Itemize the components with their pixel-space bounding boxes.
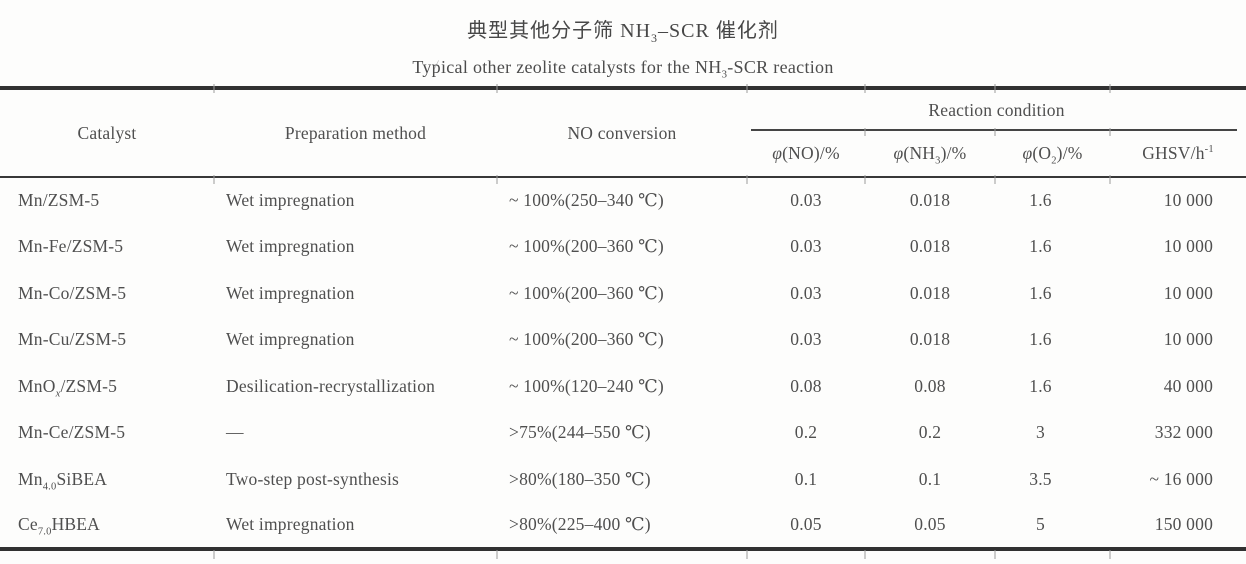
table-row: Mn-Fe/ZSM-5 Wet impregnation ~ 100%(200–… xyxy=(0,224,1246,271)
table-caption-zh: 典型其他分子筛 NH3–SCR 催化剂 xyxy=(467,20,779,45)
phi-no-cell: 0.2 xyxy=(794,422,818,443)
phi-o2-cell: 1.6 xyxy=(1029,329,1052,350)
phi-o2-cell: 1.6 xyxy=(1029,236,1052,257)
preparation-cell: Desilication-recrystallization xyxy=(226,375,436,396)
catalyst-cell: Mn-Cu/ZSM-5 xyxy=(18,329,127,350)
no-conversion-cell: >75%(244–550 ℃) xyxy=(509,422,651,443)
table-row: Mn-Ce/ZSM-5 — >75%(244–550 ℃) 0.2 0.2 3 … xyxy=(0,410,1246,457)
phi-nh3-cell: 0.1 xyxy=(918,468,942,489)
phi-nh3-cell: 0.08 xyxy=(914,375,946,396)
table-row: Mn-Cu/ZSM-5 Wet impregnation ~ 100%(200–… xyxy=(0,317,1246,364)
ghsv-cell: 10 000 xyxy=(1163,190,1214,211)
catalyst-cell: MnOx/ZSM-5 xyxy=(18,375,118,400)
table-caption-en: Typical other zeolite catalysts for the … xyxy=(412,57,834,81)
phi-o2-cell: 3 xyxy=(1036,422,1045,443)
col-header-phi-no: φ(NO)/% xyxy=(772,143,840,163)
table-row: MnOx/ZSM-5 Desilication-recrystallizatio… xyxy=(0,363,1246,410)
col-group-header-reaction-condition: Reaction condition xyxy=(747,88,1246,131)
ghsv-cell: 10 000 xyxy=(1163,282,1214,303)
phi-o2-cell: 5 xyxy=(1036,514,1045,535)
catalyst-cell: Mn4.0SiBEA xyxy=(18,468,108,493)
phi-nh3-cell: 0.018 xyxy=(909,190,951,211)
phi-no-cell: 0.03 xyxy=(790,282,822,303)
col-header-phi-o2: φ(O2)/% xyxy=(1022,143,1083,167)
catalyst-cell: Mn-Co/ZSM-5 xyxy=(18,282,127,303)
phi-o2-cell: 3.5 xyxy=(1029,468,1052,489)
table-header: Catalyst Preparation method NO conversio… xyxy=(0,88,1246,177)
phi-nh3-cell: 0.018 xyxy=(909,282,951,303)
phi-o2-cell: 1.6 xyxy=(1029,375,1052,396)
no-conversion-cell: >80%(180–350 ℃) xyxy=(509,468,651,489)
no-conversion-cell: ~ 100%(120–240 ℃) xyxy=(509,375,664,396)
catalyst-table: Catalyst Preparation method NO conversio… xyxy=(0,86,1246,551)
header-row-sub: φ(NO)/% φ(NH3)/% φ(O2)/% GHSV/h-1 xyxy=(0,131,1246,177)
ghsv-cell: 10 000 xyxy=(1163,329,1214,350)
phi-o2-cell: 1.6 xyxy=(1029,282,1052,303)
preparation-cell: Wet impregnation xyxy=(226,514,355,535)
preparation-cell: Wet impregnation xyxy=(226,190,355,211)
preparation-cell: Wet impregnation xyxy=(226,236,355,257)
table-row: Mn4.0SiBEA Two-step post-synthesis >80%(… xyxy=(0,456,1246,503)
ghsv-cell: 150 000 xyxy=(1154,514,1214,535)
phi-nh3-cell: 0.2 xyxy=(918,422,942,443)
col-header-preparation-method: Preparation method xyxy=(284,122,427,143)
phi-no-cell: 0.05 xyxy=(790,514,822,535)
preparation-cell: — xyxy=(226,422,244,443)
no-conversion-cell: ~ 100%(200–360 ℃) xyxy=(509,282,664,303)
phi-no-cell: 0.1 xyxy=(794,468,818,489)
table-row: Mn-Co/ZSM-5 Wet impregnation ~ 100%(200–… xyxy=(0,270,1246,317)
catalyst-cell: Mn-Ce/ZSM-5 xyxy=(18,422,126,443)
header-row-top: Catalyst Preparation method NO conversio… xyxy=(0,88,1246,143)
phi-nh3-cell: 0.018 xyxy=(909,236,951,257)
ghsv-cell: 332 000 xyxy=(1154,422,1214,443)
phi-no-cell: 0.08 xyxy=(790,375,822,396)
phi-no-cell: 0.03 xyxy=(790,329,822,350)
ghsv-cell: ~ 16 000 xyxy=(1149,468,1214,489)
col-header-ghsv: GHSV/h-1 xyxy=(1142,143,1214,163)
col-header-catalyst: Catalyst xyxy=(77,122,137,143)
ghsv-cell: 40 000 xyxy=(1163,375,1214,396)
table-body: Mn/ZSM-5 Wet impregnation ~ 100%(250–340… xyxy=(0,177,1246,549)
no-conversion-cell: ~ 100%(200–360 ℃) xyxy=(509,236,664,257)
preparation-cell: Wet impregnation xyxy=(226,329,355,350)
no-conversion-cell: >80%(225–400 ℃) xyxy=(509,514,651,535)
no-conversion-cell: ~ 100%(250–340 ℃) xyxy=(509,190,664,211)
catalyst-cell: Mn-Fe/ZSM-5 xyxy=(18,236,124,257)
ghsv-cell: 10 000 xyxy=(1163,236,1214,257)
phi-nh3-cell: 0.018 xyxy=(909,329,951,350)
phi-no-cell: 0.03 xyxy=(790,190,822,211)
preparation-cell: Two-step post-synthesis xyxy=(226,468,400,489)
col-header-no-conversion: NO conversion xyxy=(567,122,677,143)
phi-no-cell: 0.03 xyxy=(790,236,822,257)
table-row: Mn/ZSM-5 Wet impregnation ~ 100%(250–340… xyxy=(0,177,1246,224)
col-header-phi-nh3: φ(NH3)/% xyxy=(893,143,967,167)
preparation-cell: Wet impregnation xyxy=(226,282,355,303)
catalyst-cell: Mn/ZSM-5 xyxy=(18,190,100,211)
phi-o2-cell: 1.6 xyxy=(1029,190,1052,211)
catalyst-cell: Ce7.0HBEA xyxy=(18,514,101,538)
no-conversion-cell: ~ 100%(200–360 ℃) xyxy=(509,329,664,350)
phi-nh3-cell: 0.05 xyxy=(914,514,946,535)
table-row: Ce7.0HBEA Wet impregnation >80%(225–400 … xyxy=(0,503,1246,550)
